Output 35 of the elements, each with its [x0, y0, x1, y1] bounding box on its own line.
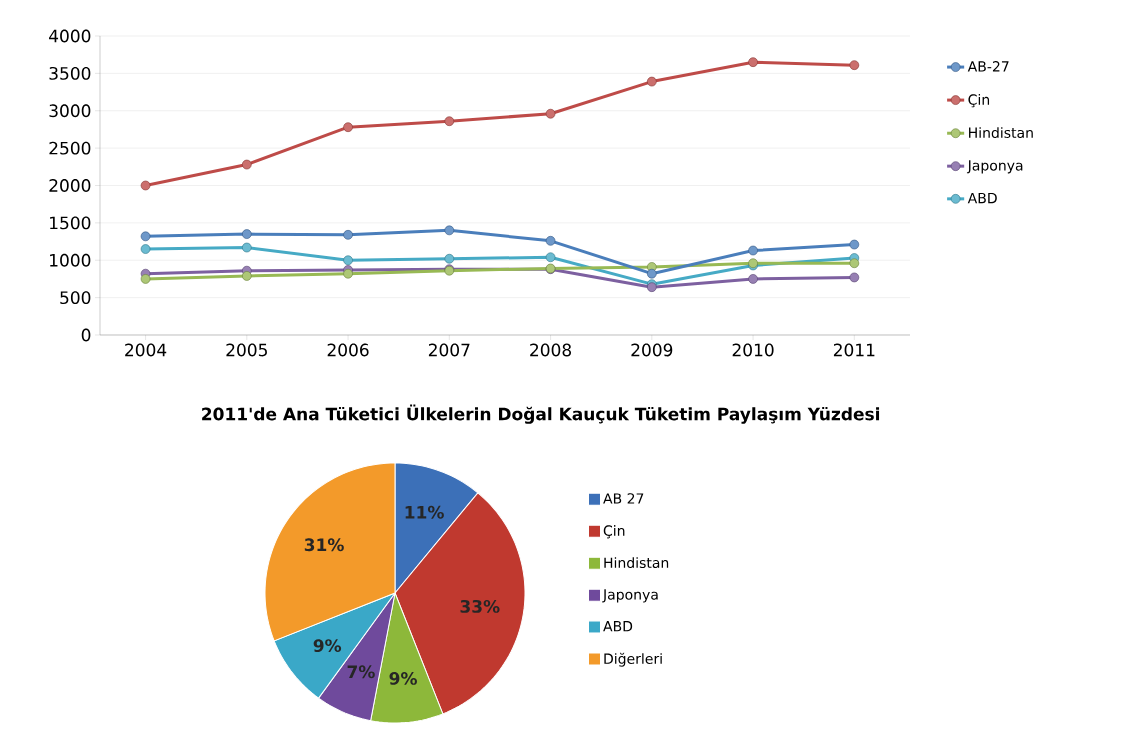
legend-label: Çin: [968, 94, 990, 108]
y-tick-label: 1000: [50, 253, 91, 267]
y-tick-label: 3500: [49, 66, 91, 80]
y-tick-label: 2500: [49, 141, 91, 155]
legend-label: Japonya: [966, 160, 1023, 174]
legend-label: AB-27: [967, 61, 1009, 72]
y-tick-label: 500: [60, 291, 91, 305]
x-tick-label: 2008: [530, 343, 572, 357]
legend-label: AB 27: [603, 493, 644, 504]
data-label: 31%: [304, 538, 344, 552]
x-tick-label: 2010: [732, 343, 774, 357]
y-tick-label: 2000: [49, 179, 91, 192]
x-tick-label: 2005: [226, 343, 267, 357]
data-label: 33%: [460, 599, 500, 613]
data-label: 7%: [347, 665, 375, 679]
x-tick-label: 2004: [125, 343, 167, 357]
data-label: 9%: [313, 639, 342, 653]
legend-label: ABD: [967, 192, 997, 204]
legend-label: ABD: [603, 621, 633, 632]
y-tick-label: 3000: [49, 104, 91, 118]
x-tick-label: 2011: [833, 343, 875, 357]
y-tick-label: 4000: [49, 29, 91, 43]
y-tick-label: 0: [81, 328, 91, 342]
legend-label: Hindistan: [604, 557, 669, 569]
x-tick-label: 2007: [428, 343, 470, 357]
x-tick-label: 2009: [631, 343, 673, 357]
legend-label: Hindistan: [969, 127, 1033, 138]
legend-label: Japonya: [602, 589, 658, 603]
x-tick-label: 2006: [327, 343, 369, 357]
legend-label: Çin: [603, 525, 625, 539]
legend-label: Diğerleri: [604, 652, 662, 667]
data-label: 9%: [389, 671, 417, 685]
y-tick-label: 1500: [50, 216, 91, 230]
data-label: 11%: [405, 505, 444, 519]
chart-title: 2011'de Ana Tüketici Ülkelerin Doğal Kauçuk Tüketim Paylaşım Yüzdesi: [202, 404, 880, 424]
